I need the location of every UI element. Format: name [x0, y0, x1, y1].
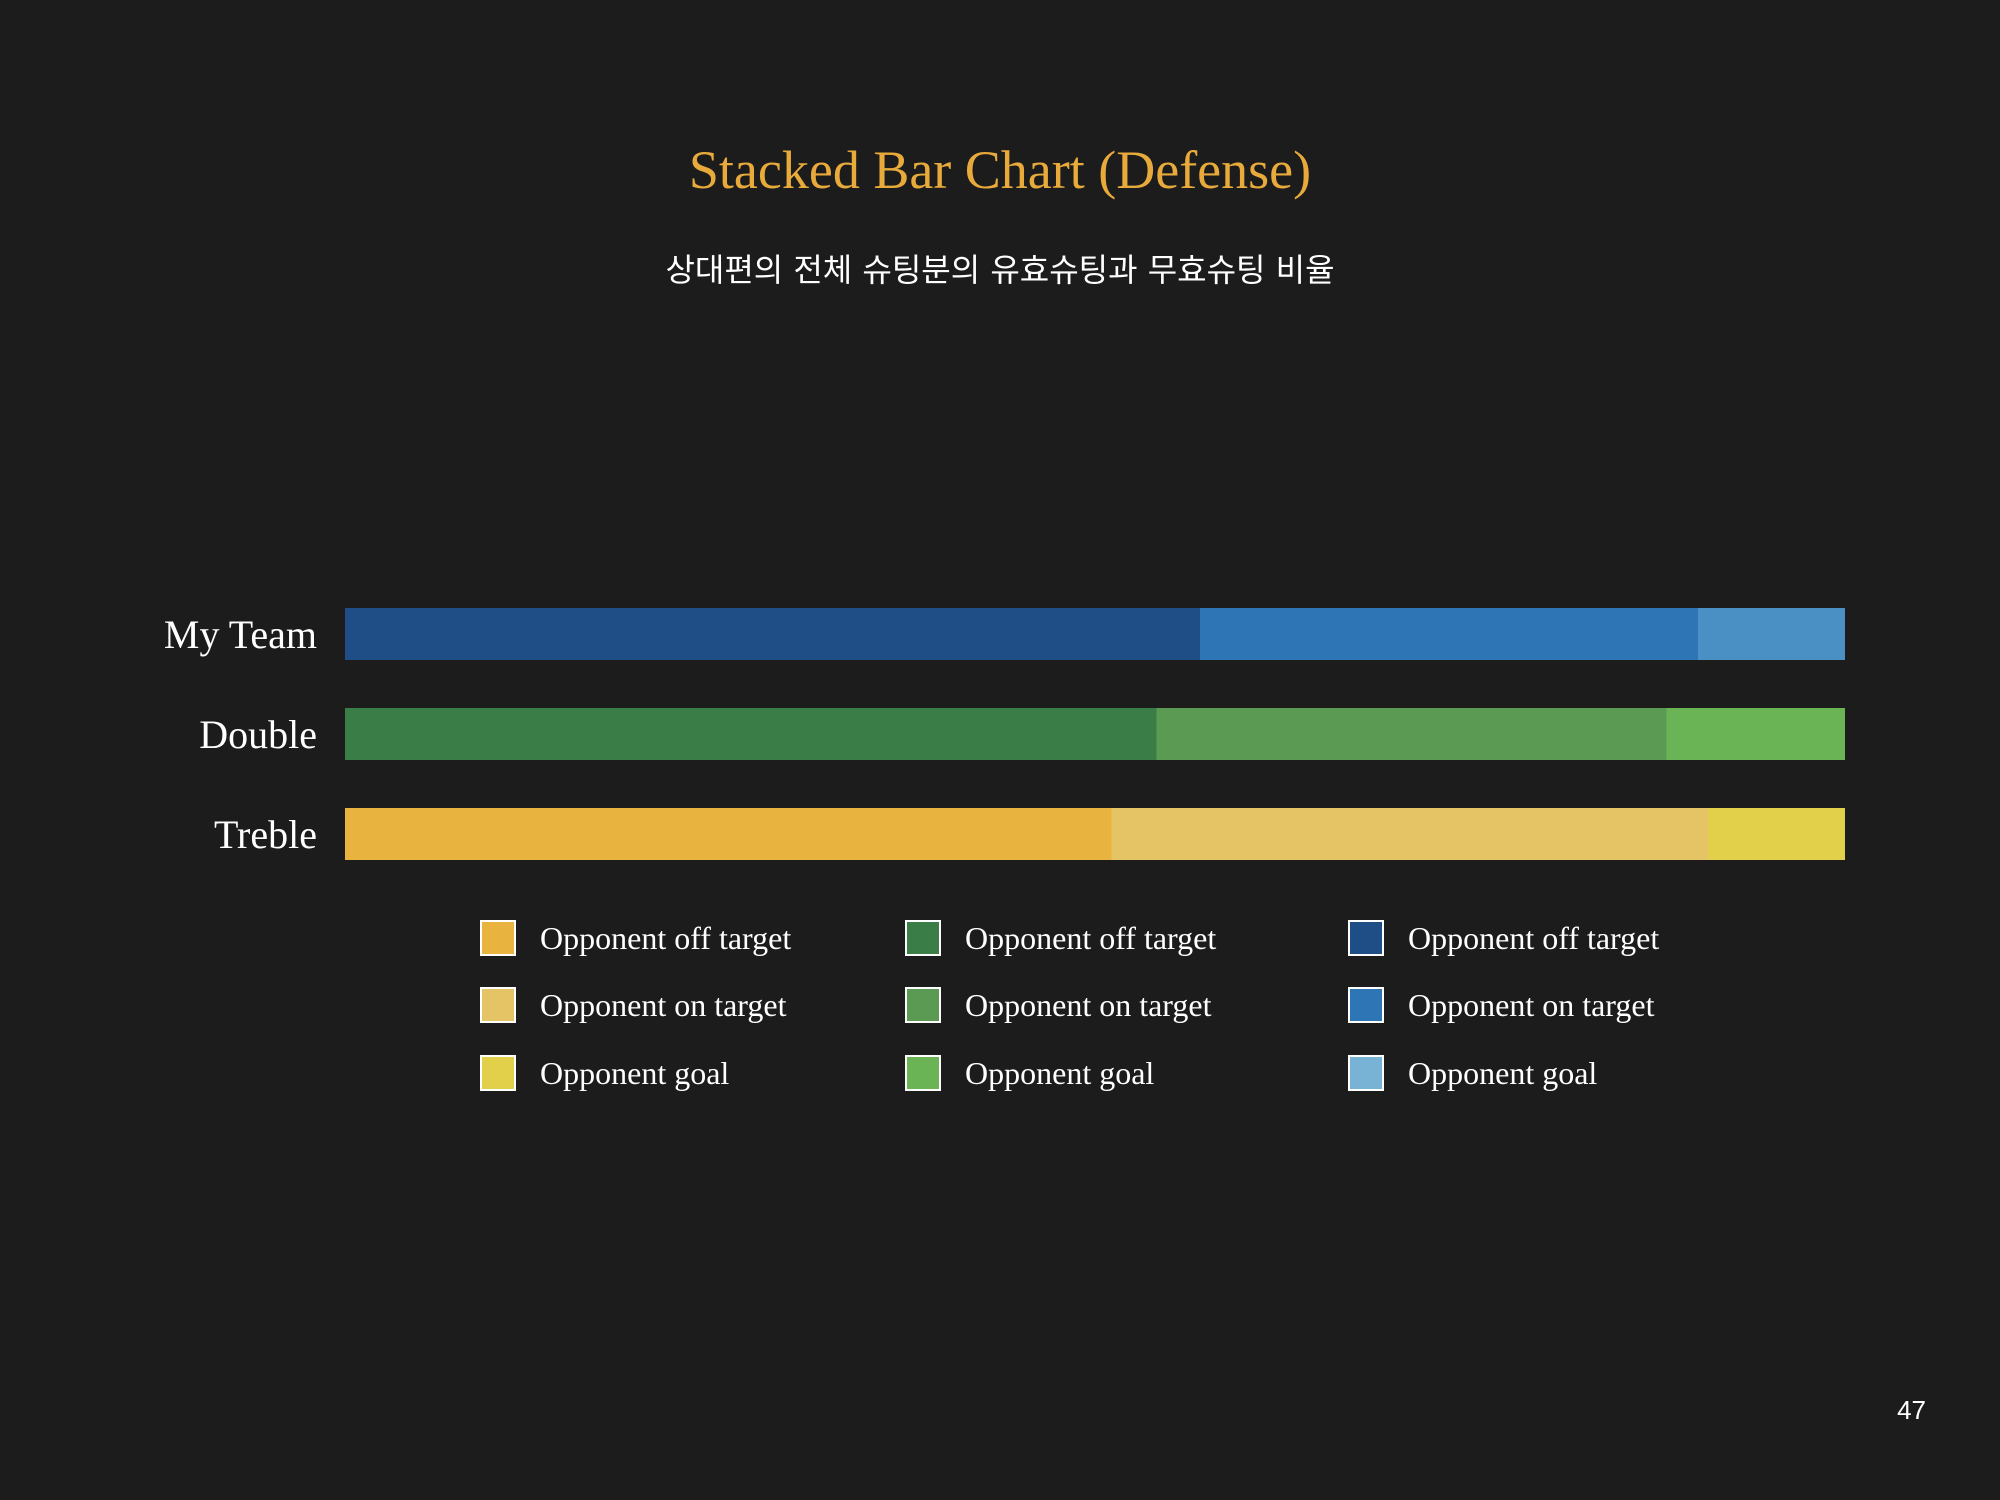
legend-swatch: [905, 920, 941, 956]
legend-label: Opponent off target: [965, 919, 1217, 956]
bar-segment-2-0: [345, 808, 1112, 860]
legend-label: Opponent off target: [1408, 919, 1660, 956]
legend-swatch: [480, 1055, 516, 1091]
legend-label: Opponent goal: [540, 1054, 730, 1091]
legend-swatch: [905, 1055, 941, 1091]
legend-label: Opponent off target: [540, 919, 792, 956]
bar-segment-1-1: [1156, 708, 1667, 760]
chart-subtitle: 상대편의 전체 슈팅분의 유효슈팅과 무효슈팅 비율: [665, 251, 1335, 289]
legend-label: Opponent on target: [965, 986, 1212, 1023]
legend-item: Opponent on target: [1348, 985, 1654, 1025]
chart-legend: Opponent off target Opponent on target Opp…: [480, 918, 1780, 1118]
legend-item: Opponent on target: [480, 985, 786, 1025]
legend-swatch: [480, 920, 516, 956]
legend-item: Opponent off target: [1348, 918, 1659, 958]
category-label: Treble: [214, 812, 317, 857]
legend-item: Opponent goal: [905, 1053, 1154, 1093]
legend-item: Opponent off target: [905, 918, 1216, 958]
legend-swatch: [1348, 987, 1384, 1023]
bar-segment-1-2: [1666, 708, 1845, 760]
bar-segment-1-0: [345, 708, 1157, 760]
chart-title: Stacked Bar Chart (Defense): [688, 140, 1312, 200]
page-number: 47: [1897, 1395, 1926, 1425]
bar-segment-0-2: [1698, 608, 1845, 660]
legend-label: Opponent on target: [1408, 986, 1655, 1023]
category-labels: My Team Double Treble: [164, 612, 317, 857]
bar-segment-0-0: [345, 608, 1200, 660]
legend-label: Opponent goal: [965, 1054, 1155, 1091]
category-label: My Team: [164, 612, 317, 657]
legend-swatch: [1348, 920, 1384, 956]
category-label: Double: [199, 712, 317, 757]
legend-swatch: [480, 987, 516, 1023]
legend-label: Opponent on target: [540, 986, 787, 1023]
legend-item: Opponent on target: [905, 985, 1211, 1025]
bars-layer: [345, 608, 1845, 860]
bar-segment-2-1: [1111, 808, 1709, 860]
legend-item: Opponent goal: [480, 1053, 729, 1093]
legend-label: Opponent goal: [1408, 1054, 1598, 1091]
legend-item: Opponent off target: [480, 918, 791, 958]
legend-swatch: [905, 987, 941, 1023]
legend-item: Opponent goal: [1348, 1053, 1597, 1093]
bar-segment-0-1: [1200, 608, 1698, 660]
legend-swatch: [1348, 1055, 1384, 1091]
bar-segment-2-2: [1708, 808, 1845, 860]
